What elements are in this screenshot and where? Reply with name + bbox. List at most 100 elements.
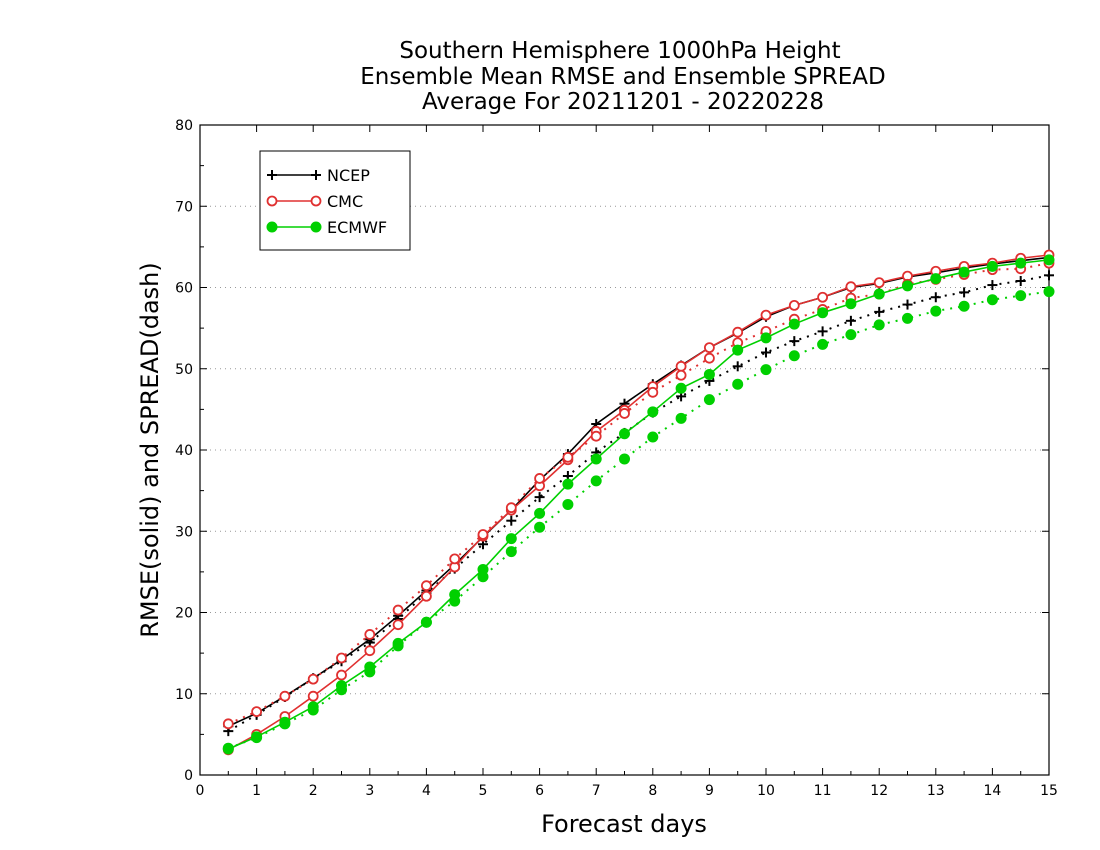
data-point-cmc-spread [647,386,659,398]
data-point-ecmwf-spread [817,338,829,350]
data-point-ecmwf-rmse [562,478,574,490]
data-point-cmc-rmse [817,291,828,303]
data-point-ecmwf-spread [222,742,234,754]
data-point-ecmwf-spread [307,704,319,716]
data-point-ecmwf-rmse [986,260,998,272]
legend-item-ncep: NCEP [267,166,370,185]
data-point-cmc-rmse [420,590,432,602]
data-point-cmc-spread [562,451,574,463]
data-point-ncep-spread [845,315,856,326]
data-point-cmc-spread [675,369,687,381]
data-point-ecmwf-spread [732,378,744,390]
y-tick-label: 80 [175,118,193,134]
data-point-ecmwf-rmse [534,507,546,519]
data-point-ecmwf-spread [930,305,942,317]
data-point-ecmwf-rmse [817,307,829,319]
data-point-ecmwf-spread [675,412,687,424]
x-tick-labels: 0 1 2 3 4 5 6 7 8 9 10 11 12 13 14 15 [196,783,1058,799]
x-axis-title: Forecast days [541,810,707,838]
x-tick-label: 7 [592,783,601,799]
data-point-cmc-rmse [845,281,857,293]
data-point-ncep-spread [732,361,743,372]
data-point-ecmwf-spread [251,732,263,744]
x-tick-label: 12 [870,783,888,799]
data-point-cmc-spread [477,529,489,540]
data-point-ecmwf-rmse [760,332,772,344]
x-tick-label: 11 [814,783,832,799]
x-tick-label: 15 [1040,783,1058,799]
title-line-3: Average For 20211201 - 20220228 [422,89,824,115]
data-point-ncep-spread [1015,276,1026,286]
data-point-ecmwf-spread [505,546,517,558]
data-point-ecmwf-rmse [845,298,857,310]
x-tick-label: 9 [705,783,714,799]
data-point-ecmwf-spread [1043,286,1055,298]
data-point-ecmwf-spread [364,666,376,678]
series-ecmwf-rmse [222,254,1055,755]
data-point-ecmwf-spread [336,684,347,696]
data-point-cmc-rmse [760,309,772,321]
data-point-cmc-spread [222,718,234,730]
x-tick-label: 14 [983,783,1001,799]
y-tick-label: 30 [175,524,193,540]
series-line-cmc-rmse [227,254,1050,751]
data-point-ecmwf-spread [902,312,913,324]
series-cmc-spread [222,257,1055,730]
series-ncep-rmse [223,252,1054,732]
data-point-ecmwf-rmse [647,406,659,418]
data-point-ecmwf-spread [760,364,772,376]
data-point-cmc-spread [619,408,630,419]
data-point-ncep-spread [817,326,828,337]
data-point-ncep-spread [761,347,771,358]
data-point-ecmwf-spread [590,475,602,487]
data-point-ncep-spread [959,287,970,298]
x-tick-label: 6 [535,783,544,799]
data-point-ecmwf-rmse [675,382,687,394]
data-point-ncep-spread [987,280,998,291]
gridlines [200,205,1049,695]
data-point-ecmwf-spread [703,394,715,406]
legend-item-ecmwf: ECMWF [266,218,387,237]
data-point-ecmwf-spread [986,294,998,306]
y-tick-labels: 0 10 20 30 40 50 60 70 80 [175,118,193,784]
data-point-ecmwf-spread [477,571,489,583]
data-point-ecmwf-rmse [703,368,715,380]
data-point-cmc-rmse [732,326,744,338]
data-point-cmc-spread [364,629,376,640]
data-point-cmc-spread [392,604,404,616]
data-point-cmc-rmse [704,342,715,354]
data-point-ecmwf-rmse [873,288,885,300]
data-point-cmc-spread [336,652,347,664]
data-point-ncep-spread [534,492,545,503]
data-point-ecmwf-rmse [590,453,602,465]
data-point-cmc-rmse [392,619,404,631]
data-point-ecmwf-spread [449,595,461,607]
data-point-cmc-spread [307,673,319,685]
data-point-ncep-spread [902,299,913,310]
data-point-ecmwf-rmse [1015,257,1027,269]
data-point-ecmwf-spread [534,521,546,533]
data-point-ecmwf-spread [845,329,857,341]
x-tick-label: 4 [422,783,431,799]
series-line-ecmwf-rmse [227,259,1050,750]
data-point-ecmwf-spread [647,431,659,443]
data-point-ncep-spread [930,292,941,303]
data-point-ncep-spread [874,306,885,317]
data-point-cmc-spread [251,706,263,718]
data-point-ecmwf-rmse [788,318,800,330]
y-tick-label: 40 [175,443,193,459]
legend-label: CMC [327,192,363,211]
legend-item-cmc: CMC [266,192,363,211]
y-tick-label: 60 [175,281,193,297]
legend-marker [266,195,278,207]
data-point-cmc-spread [534,473,545,484]
data-point-cmc-rmse [307,690,319,702]
series-cmc-rmse [222,249,1055,756]
data-point-cmc-rmse [873,277,885,289]
data-point-ecmwf-rmse [619,428,630,440]
title-line-1: Southern Hemisphere 1000hPa Height [399,38,840,64]
series-layer [222,249,1055,756]
legend-label: NCEP [327,166,370,185]
data-point-ecmwf-spread [788,350,800,362]
data-point-cmc-rmse [364,645,376,657]
